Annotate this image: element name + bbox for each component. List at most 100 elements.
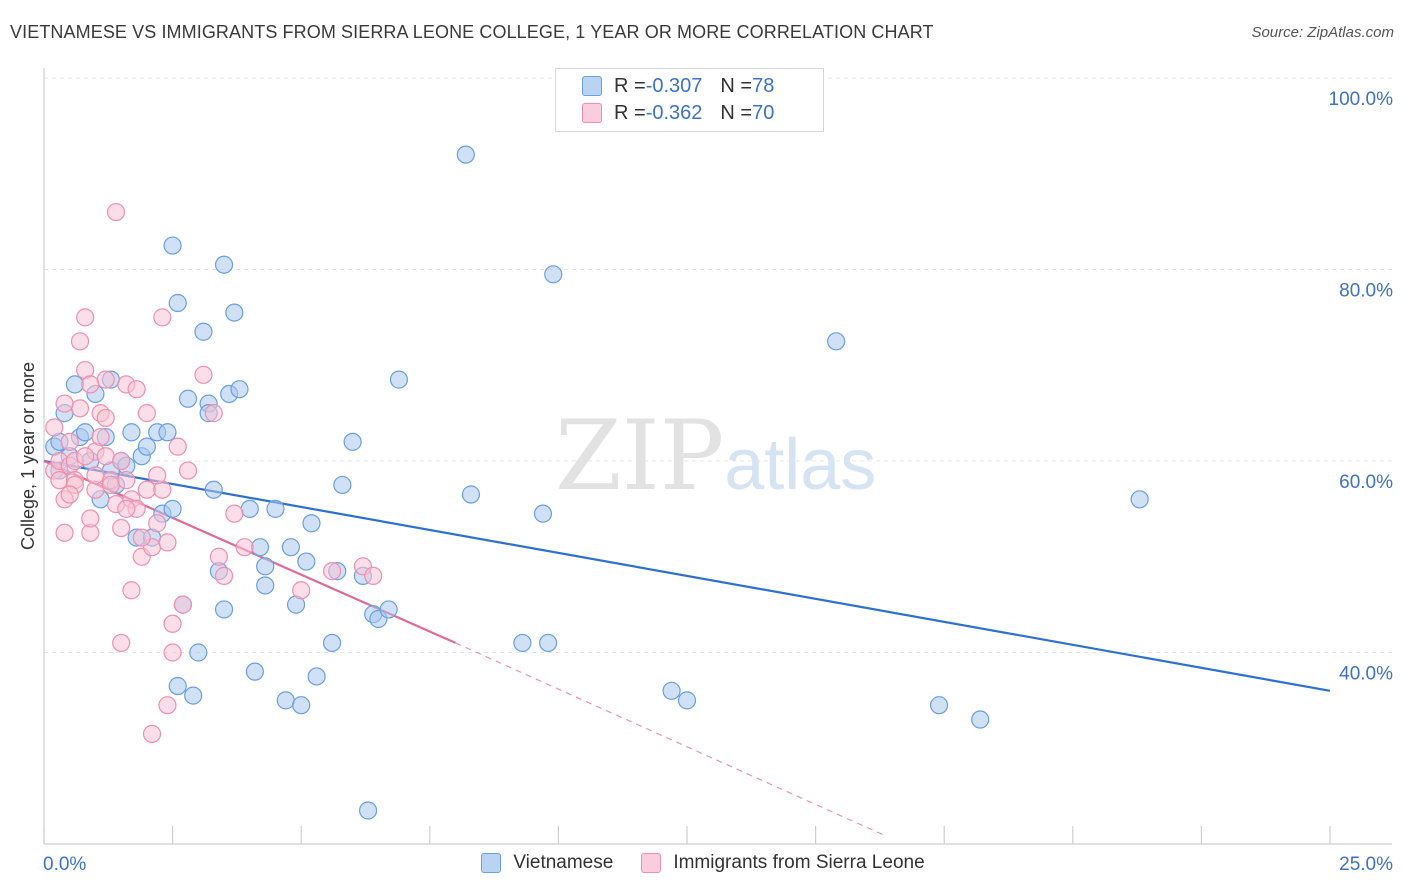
vietnamese-point [163,236,182,255]
sierra-leone-point [194,365,213,384]
sierra-leone-point [60,432,79,451]
sierra-leone-point [137,480,156,499]
vietnamese-point [322,633,342,653]
series-name-sierra-leone: Immigrants from Sierra Leone [673,852,925,873]
sierra-leone-point [70,332,90,351]
vietnamese-point [256,576,275,595]
legend-n-label: N = [720,101,753,124]
sierra-leone-point [178,461,198,480]
vietnamese-point [158,423,177,442]
sierra-leone-point [168,437,187,456]
vietnamese-point [240,499,259,518]
vietnamese-point [281,538,301,557]
sierra-leone-point [96,408,115,428]
sierra-leone-point [45,418,64,437]
sierra-leone-point [76,447,95,466]
vietnamese-point [302,514,321,533]
sierra-leone-point [148,514,167,533]
sierra-leone-point [76,308,95,327]
sierra-leone-point [112,518,131,538]
vietnamese-point [189,643,208,662]
chart-source: Source: ZipAtlas.com [1251,24,1394,41]
vietnamese-point [1130,490,1149,509]
sierra-leone-point [81,375,100,394]
grid-lines [44,77,1392,653]
sierra-leone-point [96,447,115,466]
sierra-leone-point [117,499,136,518]
sierra-leone-point [158,696,177,715]
sierra-leone-point [106,202,126,222]
sierra-leone-point [55,523,74,542]
series-name-vietnamese: Vietnamese [513,852,614,873]
vietnamese-point [971,710,990,729]
sierra-leone-point [81,509,100,528]
vietnamese-point [513,633,532,653]
vietnamese-point [163,499,182,518]
axes [43,68,1392,845]
vietnamese-point [677,691,697,710]
correlation-legend: R = -0.307 N = 78 R = -0.362 N = 70 [555,68,824,132]
legend-row-vietnamese: R = -0.307 N = 78 [582,73,774,99]
data-points [45,145,1149,820]
sierra-leone-point [163,643,182,662]
sierra-leone-point [163,614,182,633]
sierra-leone-point [122,581,141,600]
y-tick-label: 100.0% [1329,89,1394,110]
vietnamese-point [178,389,198,408]
vietnamese-point [539,633,558,653]
vietnamese-point [256,557,275,576]
sierra-leone-point [364,566,383,586]
legend-r-value: -0.307 [645,74,703,97]
vietnamese-point [662,681,681,700]
vietnamese-point [292,696,311,715]
sierra-leone-point [225,504,244,523]
legend-row-sierra-leone: R = -0.362 N = 70 [582,100,774,126]
series-legend: Vietnamese Immigrants from Sierra Leone [0,852,1406,874]
sierra-leone-point [127,380,146,399]
x-tick-label: 0.0% [43,854,86,875]
vietnamese-point [307,667,326,686]
vietnamese-point [544,265,563,284]
y-tick-label: 40.0% [1339,664,1393,685]
vietnamese-point [456,145,475,164]
vietnamese-point [533,504,553,523]
sierra-leone-point [55,394,74,413]
sierra-leone-point [322,562,342,581]
vietnamese-point [250,538,270,557]
x-tick-label: 25.0% [1339,854,1393,875]
legend-r-label: R = [614,101,646,124]
legend-n-value: 78 [752,74,775,97]
vietnamese-point [379,600,398,619]
watermark: ZIPatlas [555,400,876,512]
sierra-leone-point [112,633,131,653]
sierra-leone-point [96,370,115,389]
series-legend-sierra-leone: Immigrants from Sierra Leone [641,852,925,874]
vietnamese-point [230,380,249,399]
sierra-leone-point [173,595,192,614]
watermark-atlas: atlas [724,425,877,505]
vietnamese-point [461,485,481,504]
sierra-leone-point [292,581,311,600]
vietnamese-point [65,375,84,394]
vietnamese-point [245,662,265,681]
y-tick-label: 80.0% [1339,281,1393,302]
vietnamese-point [76,423,95,442]
vietnamese-point [214,255,234,274]
vietnamese-point [266,499,285,518]
sierra-leone-point [86,466,105,485]
vietnamese-point [929,696,949,715]
sierra-leone-point [158,533,177,552]
vietnamese-point [204,480,223,499]
vietnamese-point [297,552,316,571]
sierra-leone-point [112,451,131,471]
legend-swatch-sierra-leone [582,103,602,123]
vietnamese-point [137,437,156,456]
axis-labels: 40.0% 60.0% 80.0% 100.0% 0.0% 25.0% College, 1… [18,89,1393,875]
sierra-leone-point [60,485,79,504]
legend-r-label: R = [614,74,646,97]
sierra-leone-point [50,471,69,490]
sierra-leone-point [148,466,167,485]
legend-r-value: -0.362 [645,101,703,124]
series-legend-vietnamese: Vietnamese [481,852,613,874]
